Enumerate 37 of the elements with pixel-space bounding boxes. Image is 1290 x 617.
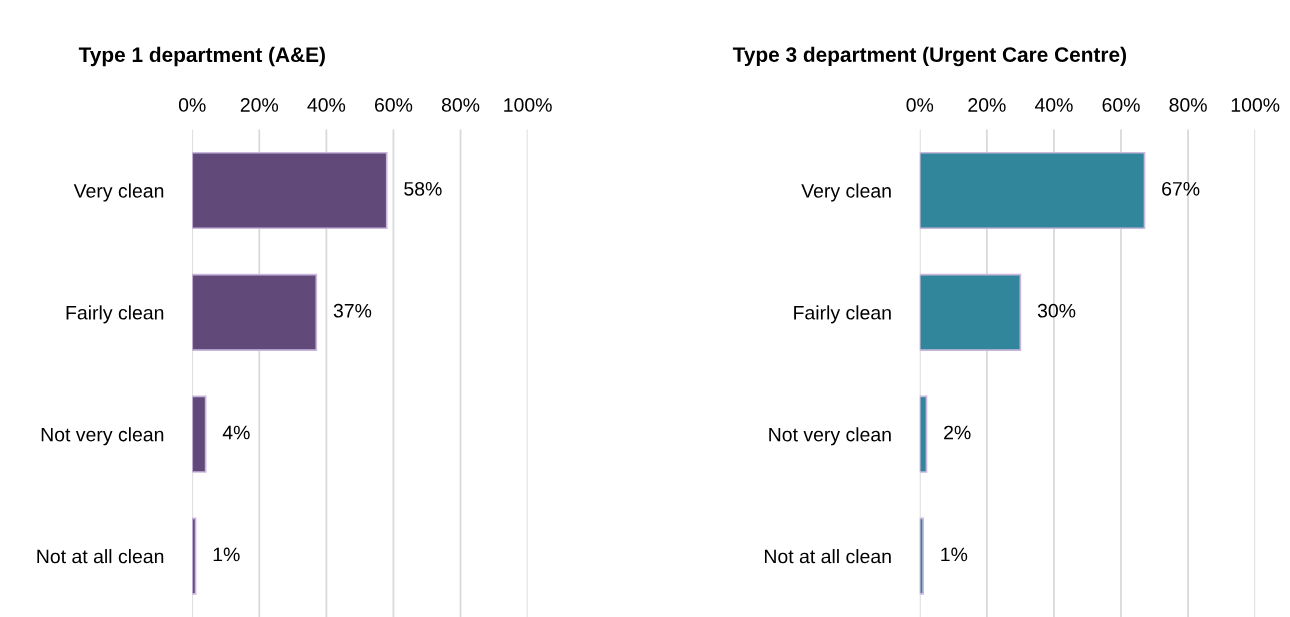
x-tick-label: 60% — [374, 98, 413, 112]
data-label: 37% — [333, 303, 372, 318]
bar — [192, 273, 318, 351]
bar — [919, 395, 928, 473]
x-tick-label: 100% — [1231, 98, 1280, 112]
x-tick-label: 80% — [441, 98, 480, 112]
x-tick-label: 40% — [307, 98, 346, 112]
x-tick-label: 80% — [1169, 98, 1207, 112]
x-tick-label: 40% — [1034, 98, 1073, 112]
data-label: 1% — [941, 547, 968, 562]
x-tick-label: 0% — [178, 98, 206, 112]
y-tick-label: Fairly clean — [66, 305, 164, 324]
data-label: 67% — [1162, 181, 1200, 196]
bar — [919, 273, 1022, 351]
y-tick-label: Very clean — [73, 183, 164, 202]
x-tick-label: 100% — [504, 98, 552, 112]
data-label: 58% — [404, 181, 442, 196]
bar — [919, 517, 924, 595]
bar — [192, 151, 388, 230]
x-tick-label: 20% — [240, 98, 279, 112]
data-label: 2% — [944, 425, 971, 440]
y-tick-label: Very clean — [801, 183, 891, 202]
data-label: 30% — [1037, 303, 1076, 318]
x-tick-label: 20% — [968, 98, 1006, 112]
y-tick-label: Fairly clean — [794, 305, 891, 324]
x-tick-label: 0% — [906, 98, 934, 112]
data-label: 4% — [222, 425, 250, 440]
y-tick-label: Not very clean — [769, 427, 891, 446]
y-tick-label: Not very clean — [41, 427, 164, 446]
y-tick-label: Not at all clean — [764, 549, 891, 564]
bar — [192, 395, 207, 473]
x-tick-label: 60% — [1102, 98, 1140, 112]
chart-title: Type 1 department (A&E) — [78, 46, 325, 67]
data-label: 1% — [213, 547, 240, 562]
y-tick-label: Not at all clean — [37, 549, 164, 564]
chart-title: Type 3 department (Urgent Care Centre) — [732, 46, 1126, 67]
bar — [919, 151, 1146, 230]
